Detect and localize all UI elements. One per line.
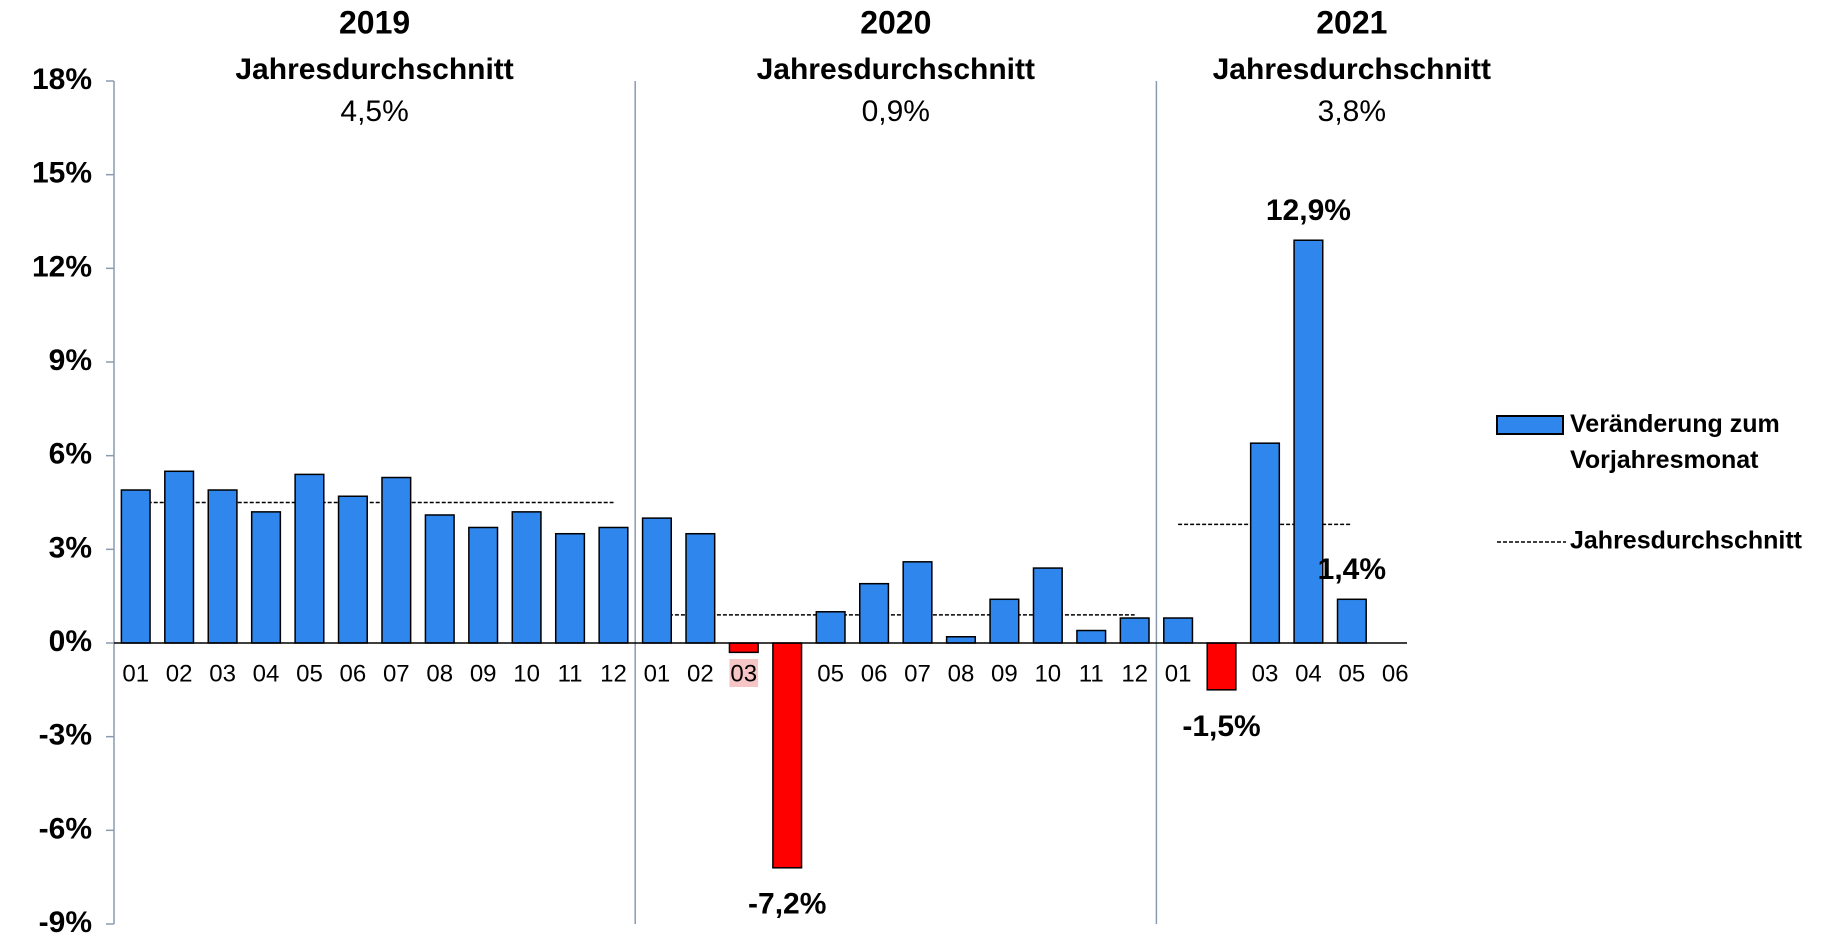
x-tick-label: 06 (340, 660, 367, 687)
y-tick-label: 18% (32, 63, 92, 96)
bar (902, 561, 933, 644)
x-tick-label: 06 (861, 660, 888, 687)
x-tick-label: 10 (513, 660, 540, 687)
y-tick-label: -9% (39, 906, 92, 939)
bar (685, 532, 716, 644)
x-tick-label: 01 (644, 660, 671, 687)
x-tick-label: 02 (166, 660, 193, 687)
bar (120, 489, 151, 644)
x-tick-label: 02 (687, 660, 714, 687)
y-tick-label: 15% (32, 157, 92, 190)
x-tick-label: 08 (426, 660, 453, 687)
bar (945, 636, 977, 644)
y-tick-label: 6% (49, 438, 92, 471)
bar (1163, 617, 1194, 644)
bar (511, 511, 542, 644)
group-title: 2020 (860, 4, 931, 40)
category-highlight (729, 659, 759, 687)
value-label: 1,4% (1318, 553, 1386, 586)
x-tick-label: 06 (1382, 660, 1409, 687)
x-tick-label: 07 (904, 660, 931, 687)
x-tick-label: 04 (253, 660, 280, 687)
x-tick-label: 07 (383, 660, 410, 687)
x-tick-label: 09 (991, 660, 1018, 687)
group-average-label: 4,5% (340, 95, 408, 128)
bar (468, 526, 499, 644)
value-label: -1,5% (1182, 710, 1260, 743)
bar (207, 489, 238, 644)
bar (989, 598, 1020, 644)
bar (641, 517, 672, 644)
x-tick-label: 03 (1252, 660, 1279, 687)
x-tick-label: 03 (209, 660, 236, 687)
x-tick-label: 10 (1034, 660, 1061, 687)
x-tick-label: 01 (1165, 660, 1192, 687)
x-tick-label: 01 (122, 660, 149, 687)
bar (1249, 442, 1281, 644)
bar (250, 511, 282, 644)
x-tick-label: 05 (296, 660, 323, 687)
x-tick-label: 05 (817, 660, 844, 687)
x-tick-label: 09 (470, 660, 497, 687)
group-title: 2021 (1316, 4, 1387, 40)
bar (772, 642, 803, 869)
x-tick-label: 03 (730, 660, 757, 687)
group-subtitle: Jahresdurchschnitt (757, 53, 1035, 86)
bar (1032, 567, 1063, 644)
bar (1336, 598, 1367, 644)
bar (728, 642, 759, 654)
x-tick-label: 04 (1295, 660, 1322, 687)
y-tick-label: 12% (32, 250, 92, 283)
y-tick-label: 3% (49, 531, 92, 564)
x-tick-label: 11 (558, 660, 583, 687)
group-subtitle: Jahresdurchschnitt (235, 53, 513, 86)
bar (598, 526, 629, 644)
x-tick-label: 05 (1338, 660, 1365, 687)
x-tick-label: 08 (948, 660, 975, 687)
group-title: 2019 (339, 4, 410, 40)
bar (815, 611, 846, 644)
y-tick-label: -3% (39, 719, 92, 752)
bar (381, 476, 412, 644)
x-tick-label: 12 (1121, 660, 1148, 687)
bar (1119, 617, 1150, 644)
bar (294, 473, 325, 644)
bar (337, 495, 368, 644)
bar (554, 532, 586, 644)
legend-swatch (1496, 415, 1564, 435)
bar (1206, 642, 1237, 691)
group-average-label: 3,8% (1318, 95, 1386, 128)
bar (1076, 629, 1107, 644)
bar (424, 514, 455, 644)
y-tick-label: 9% (49, 344, 92, 377)
x-tick-label: 11 (1079, 660, 1104, 687)
y-tick-label: -6% (39, 812, 92, 845)
value-label: -7,2% (748, 888, 826, 921)
x-tick-label: 12 (600, 660, 627, 687)
value-label: 12,9% (1266, 194, 1351, 227)
legend-label: Veränderung zum Vorjahresmonat (1570, 410, 1780, 474)
bar (1293, 239, 1324, 644)
y-tick-label: 0% (49, 625, 92, 658)
bar (164, 470, 195, 644)
group-average-label: 0,9% (862, 95, 930, 128)
bar (859, 582, 890, 644)
legend-average: Jahresdurchschnitt (1570, 527, 1803, 555)
group-subtitle: Jahresdurchschnitt (1213, 53, 1491, 86)
